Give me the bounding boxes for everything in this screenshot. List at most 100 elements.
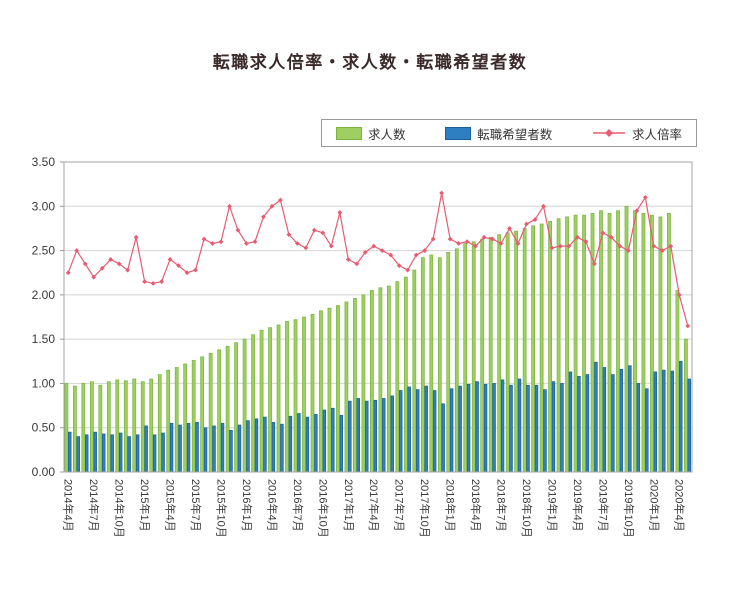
bar-job-openings [217, 349, 222, 473]
bar-job-seekers [458, 385, 462, 473]
bar-job-seekers [178, 424, 182, 473]
bar-job-openings [242, 338, 247, 473]
bar-job-openings [89, 381, 94, 473]
svg-text:0.50: 0.50 [32, 421, 56, 435]
bar-job-seekers [382, 398, 386, 473]
bar-job-openings [437, 257, 442, 473]
bar-job-seekers [305, 416, 310, 473]
bar-job-seekers [636, 383, 641, 473]
bar-job-seekers [653, 371, 658, 473]
bar-job-seekers [619, 368, 624, 473]
bar-job-seekers [322, 409, 327, 473]
bar-job-seekers [509, 384, 513, 473]
bar-job-openings [132, 378, 137, 473]
bar-job-seekers [585, 374, 590, 473]
bar-job-openings [454, 248, 459, 473]
bar-job-seekers [492, 383, 496, 473]
bar-job-openings [191, 360, 196, 473]
bar-job-openings [658, 216, 663, 473]
legend-item-job-openings: 求人数 [336, 124, 406, 143]
bar-job-seekers [76, 436, 80, 473]
legend-label-job-openings: 求人数 [368, 127, 406, 142]
bar-job-openings [480, 238, 485, 473]
bar-job-seekers [356, 398, 361, 473]
bar-job-seekers [288, 415, 293, 473]
bar-job-openings [166, 369, 171, 473]
bar-job-openings [684, 338, 688, 473]
svg-text:3.50: 3.50 [32, 155, 56, 169]
bar-job-openings [446, 251, 451, 473]
bar-job-openings [522, 228, 527, 473]
bar-job-seekers [135, 434, 140, 473]
bar-job-openings [344, 301, 349, 473]
bar-job-seekers [186, 422, 191, 473]
svg-text:2014年4月: 2014年4月 [62, 479, 76, 532]
bar-job-seekers [602, 367, 607, 473]
bar-job-openings [234, 342, 238, 473]
chart-title: 転職求人倍率・求人数・転職希望者数 [212, 53, 528, 72]
bar-job-seekers [348, 400, 352, 473]
svg-text:2017年7月: 2017年7月 [393, 479, 407, 532]
bar-job-openings [378, 287, 383, 473]
bar-job-seekers [118, 432, 123, 473]
bar-job-openings [548, 220, 552, 473]
x-axis-labels: 2014年4月 2014年7月 2014年10月 2015年1月 2015年4月 2015… [62, 479, 687, 538]
svg-text:2019年1月: 2019年1月 [545, 479, 559, 532]
bar-job-seekers [500, 379, 505, 473]
bar-job-seekers [203, 427, 208, 473]
bar-job-seekers [373, 399, 377, 473]
bar-job-openings [64, 383, 69, 473]
bar-job-openings [573, 214, 578, 473]
bar-job-seekers [560, 383, 564, 473]
bar-job-seekers [611, 374, 615, 473]
bar-job-openings [361, 294, 366, 473]
bar-job-seekers [407, 386, 411, 473]
bar-job-seekers [670, 370, 675, 473]
svg-text:2016年7月: 2016年7月 [291, 479, 305, 532]
bar-job-seekers [127, 436, 131, 473]
bar-job-openings [98, 384, 103, 473]
bar-job-seekers [424, 385, 428, 473]
bar-job-seekers [466, 383, 471, 473]
bar-job-seekers [85, 434, 89, 473]
bar-job-seekers [237, 424, 242, 473]
bar-job-seekers [169, 422, 174, 473]
svg-text:2014年10月: 2014年10月 [113, 479, 127, 538]
bar-job-seekers [331, 407, 335, 473]
bar-job-seekers [662, 369, 666, 473]
bar-job-openings [276, 324, 281, 473]
svg-text:2019年10月: 2019年10月 [622, 479, 636, 538]
bar-job-seekers [534, 384, 539, 473]
svg-text:2017年1月: 2017年1月 [342, 479, 356, 532]
bar-job-openings [650, 214, 654, 473]
bar-job-seekers [679, 360, 683, 473]
bar-job-seekers [212, 425, 216, 473]
svg-text:2015年10月: 2015年10月 [214, 479, 228, 538]
svg-text:2018年10月: 2018年10月 [520, 479, 534, 538]
bar-job-openings [208, 352, 213, 473]
bar-job-openings [395, 281, 400, 473]
bar-job-openings [675, 290, 680, 473]
legend-label-openings-ratio: 求人倍率 [631, 127, 682, 142]
bar-job-seekers [271, 422, 276, 473]
bar-job-openings [488, 236, 493, 473]
bar-job-seekers [339, 414, 344, 473]
bar-job-openings [140, 381, 145, 473]
bar-job-openings [285, 321, 289, 473]
line-openings-ratio [65, 190, 691, 329]
bar-job-seekers [195, 422, 199, 473]
bar-job-seekers [254, 418, 259, 473]
bar-job-openings [251, 334, 255, 473]
bar-job-openings [463, 243, 468, 473]
bar-job-openings [268, 327, 272, 473]
bar-job-openings [327, 307, 332, 473]
bar-job-openings [72, 385, 77, 473]
bar-job-seekers [102, 433, 106, 473]
svg-text:2017年10月: 2017年10月 [418, 479, 432, 538]
chart-legend: 求人数 転職希望者数 求人倍率 [321, 119, 697, 147]
line-marker-swatch-icon [592, 129, 625, 137]
bar-job-openings [403, 276, 408, 473]
bar-job-seekers [314, 414, 318, 473]
bar-job-openings [81, 383, 86, 473]
